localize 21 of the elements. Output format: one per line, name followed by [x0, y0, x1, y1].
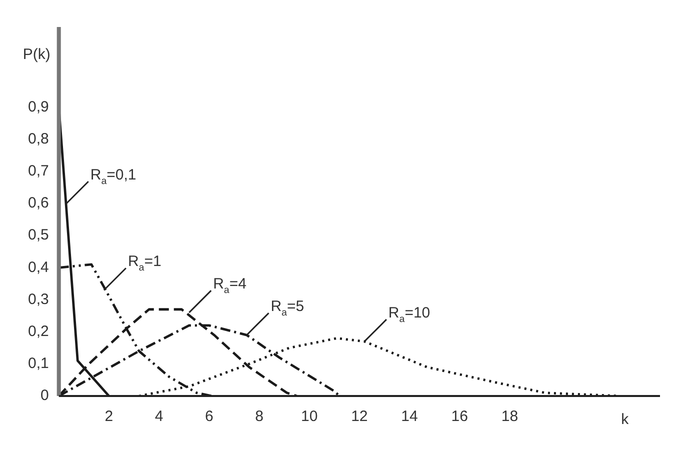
x-tick-label: 18 — [501, 408, 518, 426]
x-tick-label: 4 — [154, 408, 164, 426]
x-tick-label: 16 — [451, 408, 468, 426]
x-tick-label: 14 — [401, 408, 418, 426]
x-tick-label: 2 — [104, 408, 114, 426]
x-axis-title: k — [621, 411, 630, 428]
y-axis-title: P(k) — [22, 46, 50, 63]
x-tick-label: 6 — [204, 408, 214, 426]
y-tick-label: 0,1 — [28, 355, 49, 372]
y-tick-label: 0,5 — [28, 226, 49, 244]
x-tick-label: 8 — [255, 408, 264, 426]
y-tick-label: 0,3 — [28, 290, 49, 308]
y-tick-label: 0,2 — [28, 322, 49, 340]
y-tick-label: 0,6 — [28, 194, 49, 212]
y-tick-label: 0 — [40, 387, 49, 404]
x-tick-label: 12 — [351, 408, 368, 426]
x-tick-label: 10 — [300, 408, 318, 426]
y-tick-label: 0,4 — [28, 258, 49, 276]
y-tick-label: 0,9 — [28, 98, 49, 116]
y-tick-label: 0,8 — [28, 130, 49, 148]
y-tick-label: 0,7 — [28, 162, 49, 180]
